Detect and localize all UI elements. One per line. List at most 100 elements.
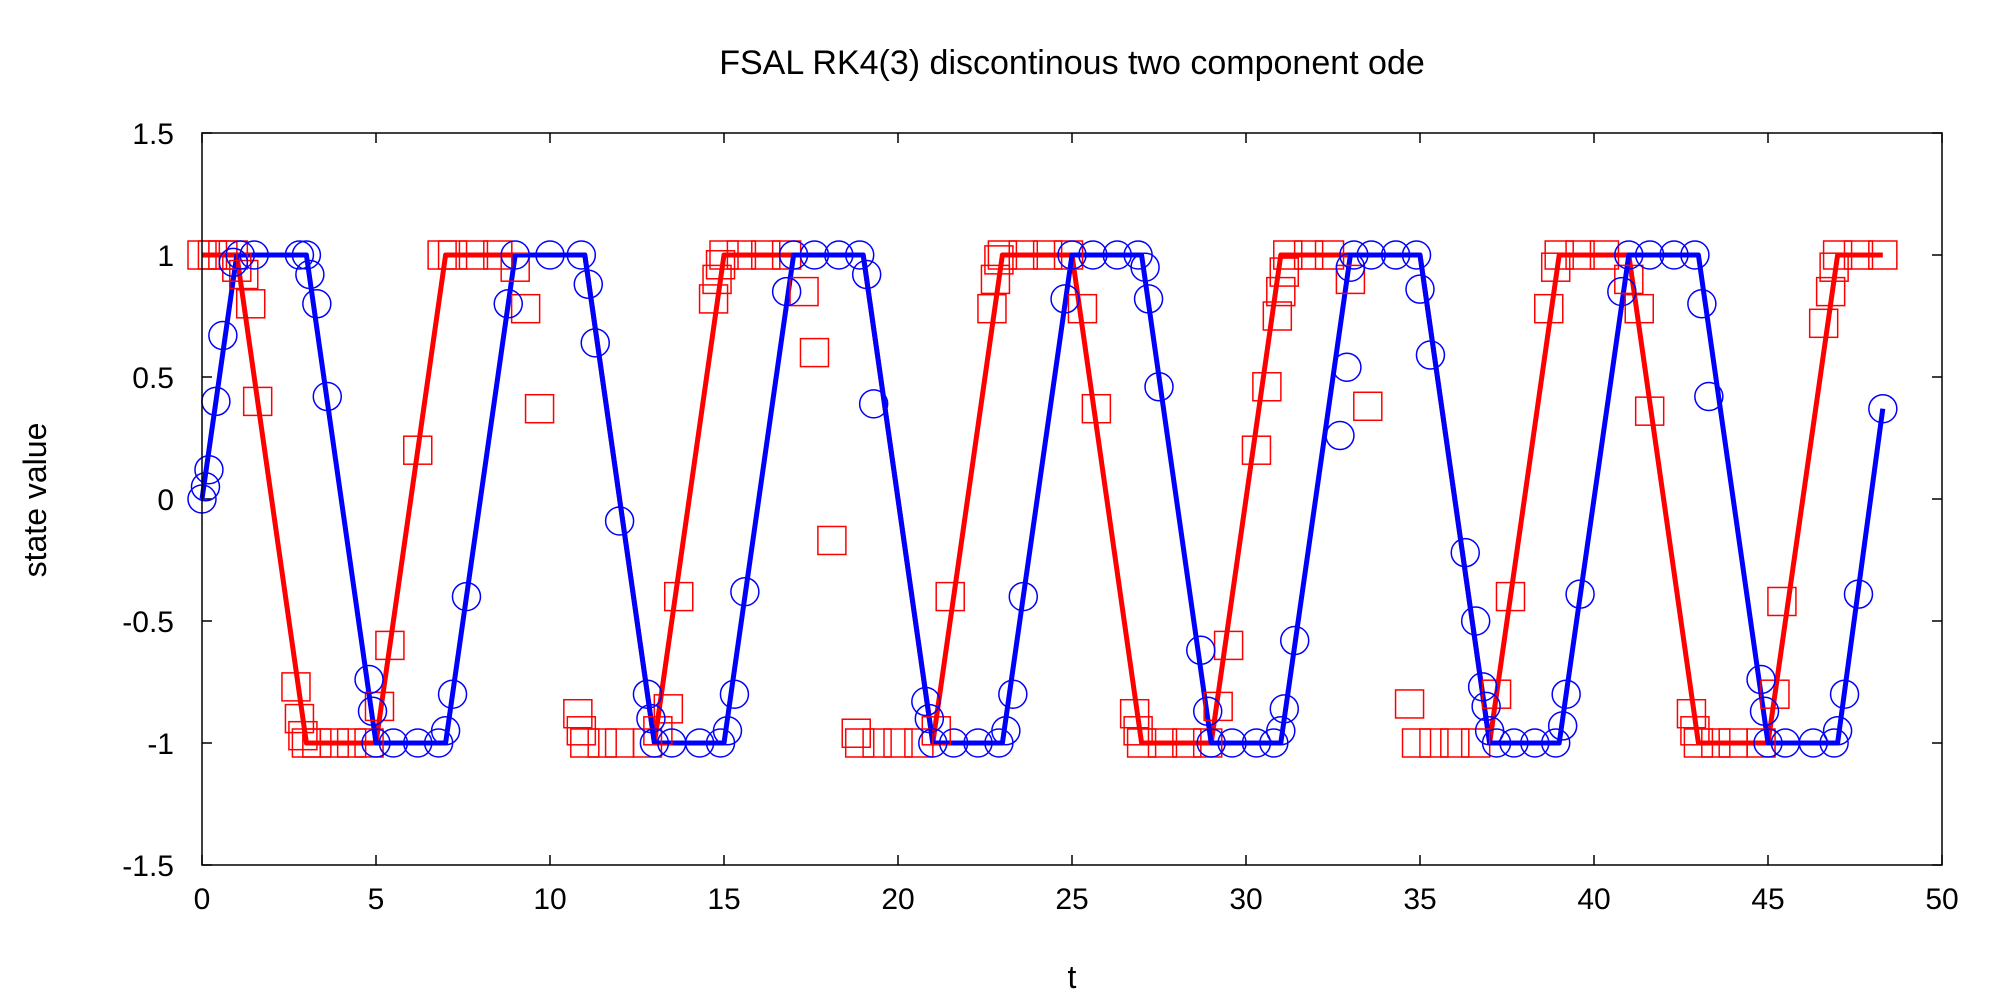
x-tick-label: 20 bbox=[881, 883, 914, 916]
series-1-point bbox=[1081, 393, 1112, 424]
series-2-point bbox=[1217, 728, 1247, 758]
series-1-point bbox=[284, 703, 315, 734]
series-1-point bbox=[1241, 435, 1272, 465]
series-1-point bbox=[354, 728, 384, 758]
series-2-point bbox=[1753, 728, 1783, 758]
x-tick-label: 15 bbox=[707, 883, 740, 916]
series-points bbox=[187, 240, 1898, 758]
series-1-point bbox=[1746, 728, 1776, 758]
series-1-point bbox=[1495, 581, 1526, 612]
series-2-point bbox=[1687, 289, 1717, 319]
series-1-point bbox=[1172, 728, 1202, 758]
series-2-point bbox=[225, 240, 256, 270]
series-1-point bbox=[1126, 728, 1157, 758]
series-2-point bbox=[914, 703, 945, 734]
series-2-point bbox=[719, 679, 750, 709]
series-1-point bbox=[862, 728, 892, 758]
series-2-point bbox=[1819, 728, 1849, 758]
series-2-point bbox=[1798, 728, 1828, 758]
series-1-point bbox=[664, 581, 694, 612]
series-2-point bbox=[239, 240, 269, 270]
series-2-point bbox=[771, 276, 802, 307]
series-1-point bbox=[524, 393, 555, 424]
series-2-point bbox=[580, 328, 610, 358]
y-axis-label: state value bbox=[17, 423, 53, 578]
series-1-point bbox=[500, 252, 530, 282]
series-2-point bbox=[1565, 579, 1595, 609]
series-2-point bbox=[824, 240, 854, 270]
series-1-point bbox=[987, 240, 1018, 270]
series-2-point bbox=[998, 679, 1028, 709]
series-2-point bbox=[1192, 696, 1223, 727]
series-1-point bbox=[1147, 728, 1178, 758]
series-1-point bbox=[1624, 293, 1654, 324]
series-1-point bbox=[302, 728, 332, 758]
series-1-point bbox=[935, 581, 965, 612]
series-1-point bbox=[980, 264, 1011, 295]
series-2-point bbox=[1266, 716, 1296, 746]
series-2-point bbox=[844, 240, 875, 270]
series-1-point bbox=[218, 240, 249, 270]
y-tick-label: 0 bbox=[157, 484, 174, 517]
series-2-point bbox=[1405, 274, 1435, 304]
series-2-point bbox=[1659, 240, 1689, 270]
series-2-point bbox=[1325, 420, 1355, 451]
series-1-point bbox=[566, 716, 597, 746]
series-2-point bbox=[778, 240, 809, 270]
series-2-point bbox=[361, 728, 391, 758]
series-1-point bbox=[1481, 679, 1512, 709]
series-2-point bbox=[1694, 381, 1724, 412]
series-1-point bbox=[563, 698, 593, 729]
series-1-point bbox=[632, 728, 663, 758]
series-2-point bbox=[1749, 696, 1780, 727]
series-2-point bbox=[535, 240, 565, 270]
series-1-point bbox=[984, 245, 1014, 275]
series-2-point bbox=[991, 716, 1021, 746]
series-2-point bbox=[1130, 252, 1160, 282]
x-tick-label: 35 bbox=[1403, 883, 1436, 916]
series-1-point bbox=[1634, 396, 1665, 426]
series-2-point bbox=[1868, 393, 1898, 424]
series-1-point bbox=[726, 240, 757, 270]
series-1-point bbox=[709, 240, 739, 270]
series-2-point bbox=[1520, 728, 1550, 758]
series-2-point bbox=[1547, 711, 1578, 741]
x-tick-label: 50 bbox=[1925, 883, 1958, 916]
series-2-point bbox=[194, 454, 224, 485]
series-1-point bbox=[229, 259, 259, 290]
series-1-point bbox=[1683, 728, 1714, 758]
series-1-point bbox=[319, 728, 349, 758]
series-1-point bbox=[1119, 698, 1150, 729]
series-2-point bbox=[1415, 340, 1446, 370]
series-1-point bbox=[1252, 372, 1282, 402]
series-2-point bbox=[378, 728, 409, 758]
series-1-point bbox=[1808, 308, 1839, 339]
series-1-point bbox=[364, 691, 395, 722]
y-tick-label: 0.5 bbox=[132, 362, 174, 395]
series-1-point bbox=[1815, 276, 1846, 307]
series-2-point bbox=[1196, 728, 1226, 758]
series-1-point bbox=[1008, 240, 1039, 270]
series-2-point bbox=[1829, 679, 1860, 709]
series-2-point bbox=[284, 240, 315, 270]
series-2-point bbox=[312, 381, 343, 412]
series-2-point bbox=[730, 576, 760, 607]
series-2-point bbox=[1241, 728, 1272, 758]
series-1-point bbox=[1419, 728, 1449, 758]
series-2-point bbox=[911, 686, 941, 717]
series-1-point bbox=[799, 337, 830, 368]
y-tick-label: -1 bbox=[147, 728, 174, 761]
series-1-point bbox=[1293, 240, 1324, 270]
series-2-point bbox=[712, 716, 743, 746]
series-1-point bbox=[789, 276, 819, 307]
series-2-point bbox=[1540, 728, 1571, 758]
series-2-point bbox=[1078, 240, 1108, 270]
series-2-point bbox=[403, 728, 433, 758]
series-2-point bbox=[938, 728, 969, 758]
series-2-point bbox=[291, 240, 322, 270]
y-tick-label: -1.5 bbox=[122, 850, 174, 883]
series-1-point bbox=[977, 293, 1007, 324]
series-2-point bbox=[684, 728, 715, 758]
series-1-point bbox=[1701, 728, 1731, 758]
x-tick-label: 0 bbox=[194, 883, 211, 916]
